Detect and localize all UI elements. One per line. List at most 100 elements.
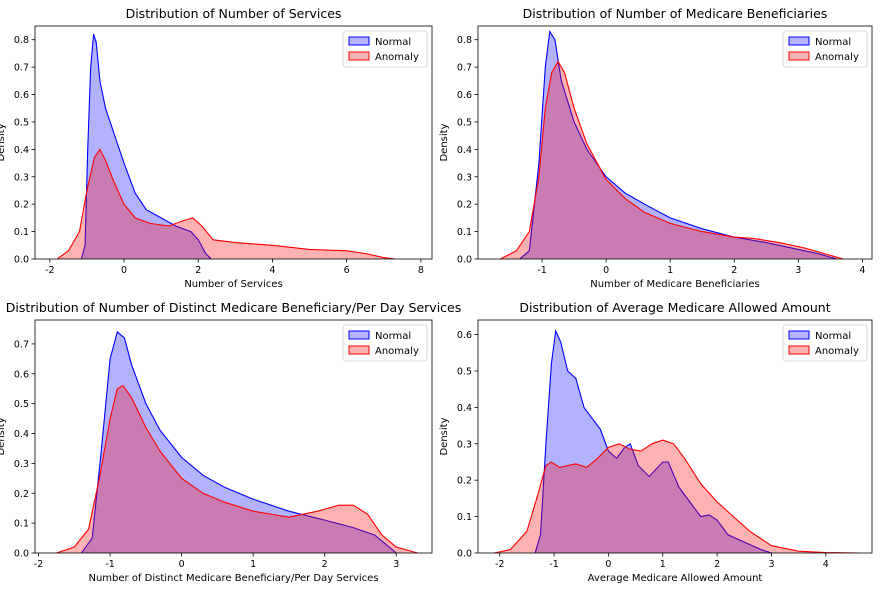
legend-swatch-anomaly xyxy=(788,51,810,61)
x-tick-label: 0 xyxy=(603,265,609,276)
series-layer xyxy=(494,328,859,553)
x-axis-label: Number of Medicare Beneficiaries xyxy=(590,279,759,290)
x-tick-label: 1 xyxy=(250,559,256,570)
y-tick-label: 0.5 xyxy=(457,117,472,128)
series-layer xyxy=(56,330,418,553)
x-tick-label: 0 xyxy=(121,265,127,276)
x-tick-label: 3 xyxy=(795,265,801,276)
x-tick-label: 1 xyxy=(660,559,666,570)
chart-title: Distribution of Number of Distinct Medic… xyxy=(6,300,462,315)
density-area-normal xyxy=(535,330,772,553)
y-tick-label: 0.2 xyxy=(14,489,29,500)
y-tick-label: 0.6 xyxy=(457,330,472,341)
x-tick-label: 3 xyxy=(768,559,774,570)
legend-swatch-anomaly xyxy=(348,345,370,355)
y-tick-label: 0.6 xyxy=(457,90,472,101)
y-tick-label: 0.2 xyxy=(14,200,29,211)
y-tick-label: 0.4 xyxy=(457,403,472,414)
legend-label-normal: Normal xyxy=(815,37,851,48)
density-line-normal xyxy=(80,34,212,259)
y-tick-label: 0.6 xyxy=(14,90,29,101)
x-tick-label: 6 xyxy=(344,265,350,276)
x-tick-label: 8 xyxy=(418,265,424,276)
legend-label-normal: Normal xyxy=(375,331,411,342)
density-area-normal xyxy=(81,34,212,259)
chart-title: Distribution of Average Medicare Allowed… xyxy=(519,300,830,315)
y-tick-label: 0.0 xyxy=(14,255,29,266)
legend-label-anomaly: Anomaly xyxy=(375,52,419,63)
y-tick-label: 0.3 xyxy=(14,459,29,470)
y-tick-label: 0.1 xyxy=(14,519,29,530)
density-line-normal xyxy=(534,328,772,553)
chart-panel: -1 0 1 2 3 4 0.0 0.1 0.2 0.3 0.4 0.5 0.6 0.7 0.8 Distri… xyxy=(439,6,873,290)
x-tick-label: 4 xyxy=(859,265,865,276)
chart-panel: -2 0 2 4 6 8 0.0 0.1 0.2 0.3 0.4 0.5 0.6 0.7 0.8 Distri… xyxy=(0,6,433,290)
density-line-anomaly xyxy=(494,439,859,553)
plot-frame xyxy=(34,25,433,260)
y-tick-label: 0.5 xyxy=(14,117,29,128)
y-tick-label: 0.7 xyxy=(14,339,29,350)
legend: Normal Anomaly xyxy=(782,324,868,362)
y-tick-label: 0.8 xyxy=(14,35,29,46)
y-axis-label: Density xyxy=(0,417,7,455)
series-layer xyxy=(56,34,395,259)
plot-frame xyxy=(477,25,873,260)
density-area-normal xyxy=(519,31,837,259)
y-tick-label: 0.1 xyxy=(457,227,472,238)
legend-swatch-normal xyxy=(788,330,810,340)
y-tick-label: 0.8 xyxy=(457,35,472,46)
x-tick-label: -2 xyxy=(45,265,54,276)
legend-box xyxy=(342,324,428,362)
y-tick-label: 0.6 xyxy=(14,369,29,380)
density-area-anomaly xyxy=(56,385,418,553)
legend-box xyxy=(782,30,868,68)
legend-swatch-anomaly xyxy=(788,345,810,355)
y-tick-label: 0.0 xyxy=(457,549,472,560)
density-area-anomaly xyxy=(57,149,395,259)
y-tick-label: 0.1 xyxy=(14,227,29,238)
plot-frame xyxy=(34,319,433,554)
y-tick-label: 0.5 xyxy=(457,366,472,377)
y-axis-label: Density xyxy=(0,123,7,161)
legend: Normal Anomaly xyxy=(342,30,428,68)
x-axis-label: Average Medicare Allowed Amount xyxy=(588,573,763,584)
y-tick-label: 0.5 xyxy=(14,399,29,410)
legend-swatch-normal xyxy=(788,36,810,46)
x-tick-label: 2 xyxy=(714,559,720,570)
x-tick-label: 2 xyxy=(322,559,328,570)
legend-swatch-normal xyxy=(348,330,370,340)
x-tick-label: 4 xyxy=(269,265,275,276)
legend-label-normal: Normal xyxy=(815,331,851,342)
legend-label-anomaly: Anomaly xyxy=(375,346,419,357)
y-tick-label: 0.4 xyxy=(457,145,472,156)
legend-swatch-normal xyxy=(348,36,370,46)
x-tick-label: -1 xyxy=(549,559,558,570)
y-tick-label: 0.3 xyxy=(457,172,472,183)
x-tick-label: -2 xyxy=(495,559,504,570)
y-axis-label: Density xyxy=(439,123,450,161)
density-line-normal xyxy=(519,29,837,259)
legend-swatch-anomaly xyxy=(348,51,370,61)
x-tick-label: 0 xyxy=(179,559,185,570)
y-tick-label: 0.0 xyxy=(14,549,29,560)
x-tick-label: 4 xyxy=(823,559,829,570)
chart-panel: -2 -1 0 1 2 3 4 0.0 0.1 0.2 0.3 0.4 0.5 0.6 Distributi… xyxy=(439,300,873,584)
x-tick-label: -1 xyxy=(537,265,546,276)
legend-label-anomaly: Anomaly xyxy=(815,52,859,63)
y-tick-label: 0.1 xyxy=(457,512,472,523)
x-tick-label: 2 xyxy=(195,265,201,276)
y-axis-label: Density xyxy=(439,417,450,455)
density-line-anomaly xyxy=(56,148,395,259)
y-tick-label: 0.7 xyxy=(457,63,472,74)
x-tick-label: -1 xyxy=(105,559,114,570)
density-line-normal xyxy=(81,330,397,553)
y-tick-label: 0.2 xyxy=(457,200,472,211)
density-area-anomaly xyxy=(494,440,859,553)
y-tick-label: 0.2 xyxy=(457,476,472,487)
plot-frame xyxy=(477,319,873,554)
y-tick-label: 0.0 xyxy=(457,255,472,266)
chart-title: Distribution of Number of Services xyxy=(126,6,342,21)
legend-label-normal: Normal xyxy=(375,37,411,48)
